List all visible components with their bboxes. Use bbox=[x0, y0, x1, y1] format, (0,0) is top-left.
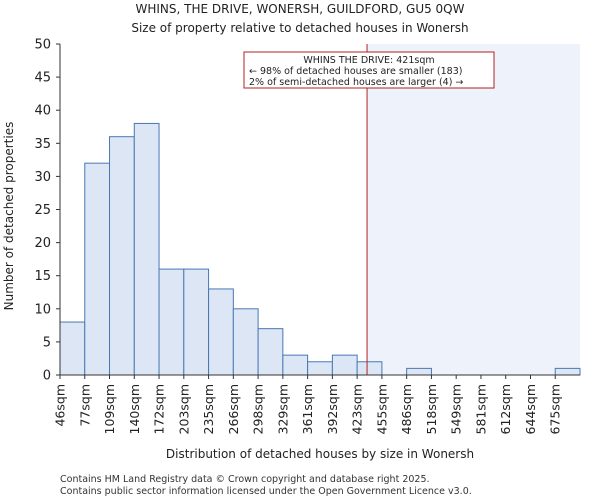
bar-361sqm bbox=[307, 361, 333, 376]
x-tick-label: 518sqm bbox=[424, 384, 439, 434]
bar-172sqm bbox=[158, 268, 185, 376]
x-tick-label: 423sqm bbox=[350, 384, 365, 434]
x-tick-label: 392sqm bbox=[325, 384, 340, 434]
y-tick-label: 10 bbox=[34, 302, 51, 317]
footer-line-1: Contains HM Land Registry data © Crown c… bbox=[60, 474, 430, 485]
x-tick-label: 140sqm bbox=[127, 384, 142, 434]
x-tick-label: 77sqm bbox=[77, 384, 92, 427]
y-tick-label: 45 bbox=[34, 71, 51, 86]
y-tick-label: 50 bbox=[34, 38, 51, 53]
bar-46sqm bbox=[59, 321, 86, 376]
x-tick-label: 46sqm bbox=[53, 384, 68, 427]
bar-298sqm bbox=[257, 328, 284, 376]
x-tick-label: 549sqm bbox=[449, 384, 464, 434]
x-tick-label: 298sqm bbox=[251, 384, 266, 434]
bar-486sqm bbox=[406, 367, 432, 376]
x-tick-label: 644sqm bbox=[523, 384, 538, 434]
bar-203sqm bbox=[183, 268, 210, 376]
chart-subtitle: Size of property relative to detached ho… bbox=[131, 21, 468, 35]
x-tick-label: 203sqm bbox=[176, 384, 191, 434]
annotation-line-2: ← 98% of detached houses are smaller (18… bbox=[249, 66, 462, 77]
x-tick-label: 486sqm bbox=[399, 384, 414, 434]
x-tick-label: 612sqm bbox=[498, 384, 513, 434]
x-axis-label: Distribution of detached houses by size … bbox=[166, 447, 474, 461]
x-tick-label: 455sqm bbox=[374, 384, 389, 434]
y-tick-label: 25 bbox=[34, 203, 51, 218]
bar-423sqm bbox=[356, 361, 383, 376]
bar-77sqm bbox=[84, 162, 111, 376]
annotation-border bbox=[243, 51, 495, 89]
x-tick-group: 46sqm 77sqm 109sqm 140sqm 172sqm 203sqm 235sqm… bbox=[53, 375, 563, 434]
bar-329sqm bbox=[282, 354, 309, 376]
y-axis-label: Number of detached properties bbox=[2, 122, 16, 311]
bar-group bbox=[59, 122, 581, 376]
annotation-line-1: WHINS THE DRIVE: 421sqm bbox=[303, 55, 434, 66]
larger-properties-shaded-region bbox=[367, 44, 580, 375]
x-tick-label: 361sqm bbox=[300, 384, 315, 434]
y-tick-group: 0 5 10 15 20 25 30 35 40 45 50 bbox=[34, 38, 60, 384]
x-tick-label: 235sqm bbox=[201, 384, 216, 434]
bar-109sqm bbox=[109, 136, 135, 376]
chart-title: WHINS, THE DRIVE, WONERSH, GUILDFORD, GU… bbox=[136, 2, 465, 16]
y-tick-label: 20 bbox=[34, 236, 51, 251]
x-tick-label: 266sqm bbox=[226, 384, 241, 434]
bar-675sqm bbox=[554, 367, 581, 376]
annotation-line-3: 2% of semi-detached houses are larger (4… bbox=[249, 77, 463, 88]
y-tick-label: 0 bbox=[43, 369, 51, 384]
bar-140sqm bbox=[133, 122, 160, 376]
y-tick-label: 5 bbox=[43, 335, 51, 350]
x-tick-label: 109sqm bbox=[102, 384, 117, 434]
y-tick-label: 40 bbox=[34, 104, 51, 119]
footer-line-2: Contains public sector information licen… bbox=[60, 486, 472, 497]
x-tick-label: 172sqm bbox=[152, 384, 167, 434]
bar-392sqm bbox=[331, 354, 358, 376]
x-tick-label: 675sqm bbox=[548, 384, 563, 434]
bar-235sqm bbox=[208, 288, 234, 376]
x-tick-label: 329sqm bbox=[275, 384, 290, 434]
x-tick-label: 581sqm bbox=[473, 384, 488, 434]
y-tick-label: 35 bbox=[34, 137, 51, 152]
annotation-box: WHINS THE DRIVE: 421sqm ← 98% of detache… bbox=[243, 51, 495, 89]
bar-266sqm bbox=[232, 308, 259, 376]
y-tick-label: 30 bbox=[34, 170, 51, 185]
y-tick-label: 15 bbox=[34, 269, 51, 284]
